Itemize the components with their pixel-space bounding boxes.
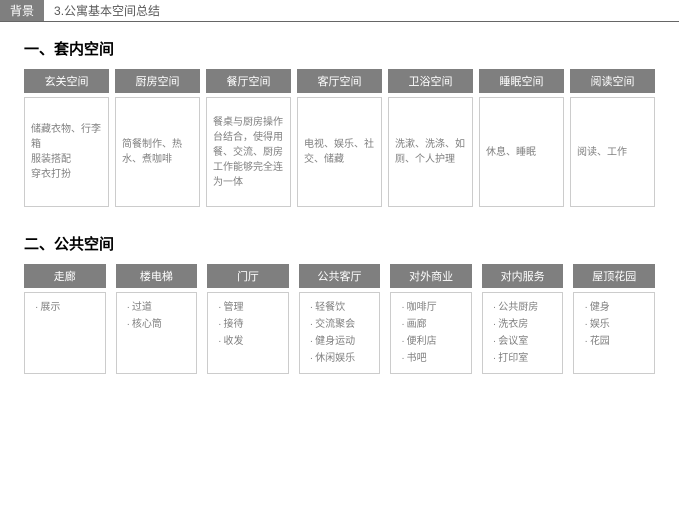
public-col-head: 屋顶花园	[573, 264, 655, 288]
indoor-col-body: 休息、睡眠	[479, 97, 564, 207]
public-col: 对外商业咖啡厅画廊便利店书吧	[390, 264, 472, 374]
indoor-col-head: 餐厅空间	[206, 69, 291, 93]
public-col-item: 展示	[35, 299, 101, 316]
public-col: 门厅管理接待收发	[207, 264, 289, 374]
public-col-item: 公共厨房	[493, 299, 559, 316]
public-col-item: 花园	[584, 333, 650, 350]
public-col-box: 咖啡厅画廊便利店书吧	[390, 292, 472, 374]
public-col-item: 会议室	[493, 333, 559, 350]
public-col-body: 展示	[25, 293, 105, 373]
section-public-row: 走廊展示楼电梯过道核心筒门厅管理接待收发公共客厅轻餐饮交流聚会健身运动休闲娱乐对…	[24, 264, 655, 374]
indoor-col: 阅读空间阅读、工作	[570, 69, 655, 207]
public-col-item: 健身运动	[310, 333, 376, 350]
section-public: 二、公共空间 走廊展示楼电梯过道核心筒门厅管理接待收发公共客厅轻餐饮交流聚会健身…	[0, 217, 679, 384]
public-col-head: 对内服务	[482, 264, 564, 288]
public-col-item: 画廊	[401, 316, 467, 333]
public-col: 走廊展示	[24, 264, 106, 374]
public-col-body: 咖啡厅画廊便利店书吧	[391, 293, 471, 373]
indoor-col-body: 储藏衣物、行李箱服装搭配穿衣打扮	[24, 97, 109, 207]
public-col-box: 轻餐饮交流聚会健身运动休闲娱乐	[299, 292, 381, 374]
public-col-head: 走廊	[24, 264, 106, 288]
public-col-item: 收发	[218, 333, 284, 350]
section-public-title: 二、公共空间	[24, 233, 655, 254]
public-col: 屋顶花园健身娱乐花园	[573, 264, 655, 374]
public-col-item: 接待	[218, 316, 284, 333]
indoor-col-body: 简餐制作、热水、煮咖啡	[115, 97, 200, 207]
header-tag: 背景	[0, 0, 44, 21]
indoor-col: 睡眠空间休息、睡眠	[479, 69, 564, 207]
indoor-col: 客厅空间电视、娱乐、社交、储藏	[297, 69, 382, 207]
indoor-col: 卫浴空间洗漱、洗涤、如厕、个人护理	[388, 69, 473, 207]
public-col-head: 楼电梯	[116, 264, 198, 288]
indoor-col-head: 卫浴空间	[388, 69, 473, 93]
indoor-col-head: 睡眠空间	[479, 69, 564, 93]
public-col-box: 健身娱乐花园	[573, 292, 655, 374]
public-col-body: 过道核心筒	[117, 293, 197, 373]
public-col-item: 健身	[584, 299, 650, 316]
public-col-head: 公共客厅	[299, 264, 381, 288]
indoor-col-head: 客厅空间	[297, 69, 382, 93]
public-col-box: 公共厨房洗衣房会议室打印室	[482, 292, 564, 374]
public-col-body: 健身娱乐花园	[574, 293, 654, 373]
indoor-col: 玄关空间储藏衣物、行李箱服装搭配穿衣打扮	[24, 69, 109, 207]
indoor-col: 厨房空间简餐制作、热水、煮咖啡	[115, 69, 200, 207]
section-indoor-title: 一、套内空间	[24, 38, 655, 59]
public-col-box: 管理接待收发	[207, 292, 289, 374]
public-col: 楼电梯过道核心筒	[116, 264, 198, 374]
header-title: 3.公寓基本空间总结	[44, 0, 170, 21]
header-bar: 背景 3.公寓基本空间总结	[0, 0, 679, 22]
public-col: 公共客厅轻餐饮交流聚会健身运动休闲娱乐	[299, 264, 381, 374]
indoor-col-body: 电视、娱乐、社交、储藏	[297, 97, 382, 207]
public-col-body: 管理接待收发	[208, 293, 288, 373]
public-col-item: 咖啡厅	[401, 299, 467, 316]
indoor-col-body: 洗漱、洗涤、如厕、个人护理	[388, 97, 473, 207]
indoor-col-body: 餐桌与厨房操作台结合，使得用餐、交流、厨房工作能够完全连为一体	[206, 97, 291, 207]
public-col: 对内服务公共厨房洗衣房会议室打印室	[482, 264, 564, 374]
public-col-item: 娱乐	[584, 316, 650, 333]
public-col-item: 过道	[127, 299, 193, 316]
public-col-item: 书吧	[401, 350, 467, 367]
public-col-item: 交流聚会	[310, 316, 376, 333]
public-col-item: 休闲娱乐	[310, 350, 376, 367]
public-col-item: 轻餐饮	[310, 299, 376, 316]
indoor-col-body: 阅读、工作	[570, 97, 655, 207]
public-col-body: 公共厨房洗衣房会议室打印室	[483, 293, 563, 373]
section-indoor-row: 玄关空间储藏衣物、行李箱服装搭配穿衣打扮厨房空间简餐制作、热水、煮咖啡餐厅空间餐…	[24, 69, 655, 207]
public-col-head: 门厅	[207, 264, 289, 288]
public-col-item: 核心筒	[127, 316, 193, 333]
indoor-col-head: 厨房空间	[115, 69, 200, 93]
indoor-col-head: 玄关空间	[24, 69, 109, 93]
public-col-item: 洗衣房	[493, 316, 559, 333]
public-col-body: 轻餐饮交流聚会健身运动休闲娱乐	[300, 293, 380, 373]
public-col-item: 管理	[218, 299, 284, 316]
indoor-col-head: 阅读空间	[570, 69, 655, 93]
public-col-item: 打印室	[493, 350, 559, 367]
public-col-item: 便利店	[401, 333, 467, 350]
public-col-head: 对外商业	[390, 264, 472, 288]
public-col-box: 展示	[24, 292, 106, 374]
public-col-box: 过道核心筒	[116, 292, 198, 374]
section-indoor: 一、套内空间 玄关空间储藏衣物、行李箱服装搭配穿衣打扮厨房空间简餐制作、热水、煮…	[0, 22, 679, 217]
indoor-col: 餐厅空间餐桌与厨房操作台结合，使得用餐、交流、厨房工作能够完全连为一体	[206, 69, 291, 207]
